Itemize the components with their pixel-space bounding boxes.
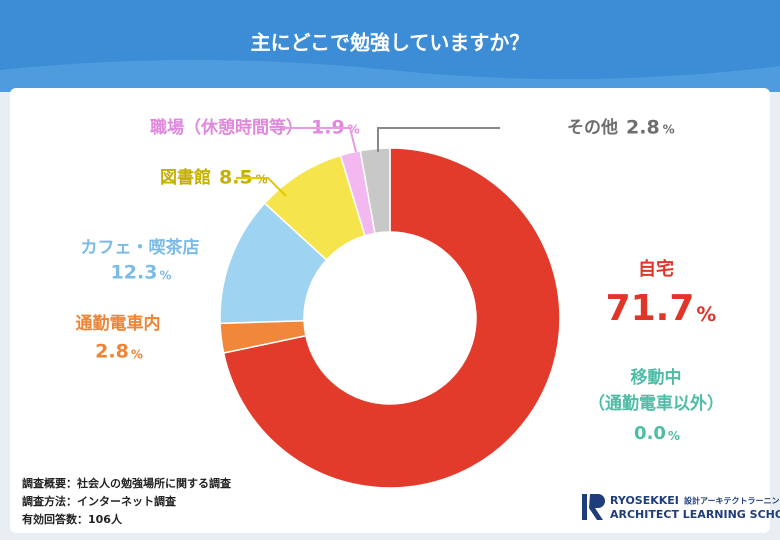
slice-label: 通勤電車内 2.8% [76, 313, 161, 363]
value-label: 0.0 [634, 423, 666, 444]
category-label: 自宅 [638, 258, 674, 280]
notes: 調査概要：社会人の勉強場所に関する調査 調査方法：インターネット調査 有効回答数… [22, 476, 231, 526]
category-label: その他 [567, 117, 618, 138]
value-unit: % [663, 123, 675, 137]
logo: RYOSEKKEI 設計アーキテクトラーニング ARCHITECT LEARNI… [582, 494, 780, 521]
note: 調査概要：社会人の勉強場所に関する調査 [22, 476, 231, 490]
leader-line [236, 177, 287, 197]
panel [10, 88, 770, 533]
leader-line [377, 127, 500, 152]
value-label: 2.8 [626, 117, 660, 139]
value-unit: % [159, 268, 171, 282]
donut-slice [222, 147, 561, 489]
logo-sub: 設計アーキテクトラーニング [684, 496, 780, 506]
category-label: 通勤電車内 [76, 313, 161, 334]
logo-name: RYOSEKKEI [610, 494, 679, 507]
category-label: 図書館 [160, 167, 211, 188]
donut-slice [359, 147, 391, 235]
logo-icon [589, 494, 605, 520]
value-label: 8.5 [219, 167, 253, 189]
slice-label: 職場（休憩時間等） 1.9% [150, 117, 360, 153]
logo-school: ARCHITECT LEARNING SCHOOL [610, 508, 780, 521]
category-label: （通勤電車以外） [588, 393, 724, 414]
leader-line [282, 127, 357, 153]
category-label: カフェ・喫茶店 [81, 237, 200, 258]
value-unit: % [696, 303, 716, 326]
category-label: 移動中 [631, 367, 682, 388]
slice-label: 移動中 （通勤電車以外） 0.0% [588, 367, 724, 444]
note: 有効回答数：106人 [22, 512, 123, 526]
value-label: 2.8 [95, 341, 129, 363]
chart-title: 主にどこで勉強していますか？ [251, 31, 530, 55]
slice-label: カフェ・喫茶店 12.3% [81, 237, 200, 284]
value-label: 12.3 [111, 262, 158, 284]
category-label: 職場（休憩時間等） [150, 117, 303, 138]
slice-label: その他 2.8% [377, 117, 675, 152]
header-wave [0, 60, 780, 92]
slice-label: 自宅 71.7% [606, 258, 717, 329]
slice-label: 図書館 8.5% [160, 167, 287, 197]
value-unit: % [668, 429, 680, 443]
value-unit: % [256, 173, 268, 187]
value-label: 71.7 [606, 288, 695, 329]
logo-icon [582, 494, 587, 520]
value-unit: % [131, 347, 143, 361]
note: 調査方法：インターネット調査 [22, 494, 176, 508]
